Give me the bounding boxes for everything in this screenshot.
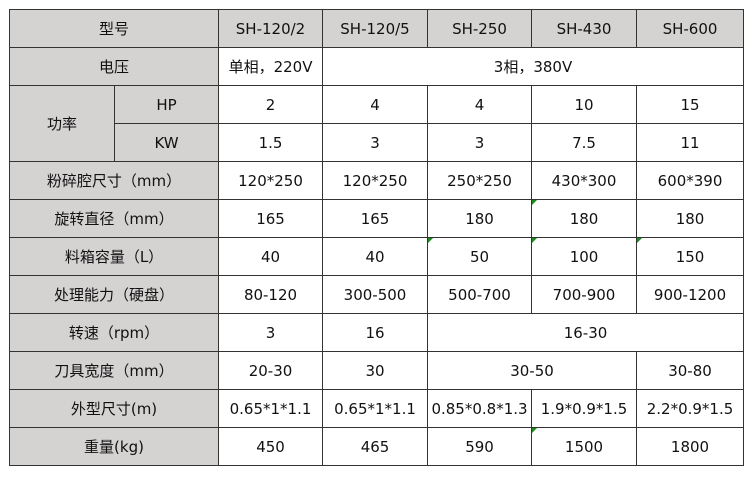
model-cell: SH-120/5: [322, 9, 429, 48]
header-row: 型号 SH-120/2 SH-120/5 SH-250 SH-430 SH-60…: [8, 9, 745, 48]
chamber-cell: 250*250: [427, 161, 533, 200]
kw-cell: 7.5: [531, 123, 638, 162]
capacity-cell: 80-120: [218, 275, 324, 314]
speed-cell: 3: [218, 313, 324, 352]
dimensions-cell: 2.2*0.9*1.5: [636, 389, 745, 428]
weight-cell: 1500: [531, 427, 638, 466]
weight-row: 重量(kg) 450 465 590 1500 1800: [8, 427, 745, 466]
kw-cell: 3: [322, 123, 429, 162]
rotation-cell: 165: [322, 199, 429, 238]
kw-cell: 11: [636, 123, 745, 162]
capacity-label: 处理能力（硬盘）: [8, 275, 220, 314]
dimensions-row: 外型尺寸(m) 0.65*1*1.1 0.65*1*1.1 0.85*0.8*1…: [8, 389, 745, 428]
voltage-row: 电压 单相，220V 3相，380V: [8, 47, 745, 86]
voltage-cell: 单相，220V: [218, 47, 324, 86]
rotation-label: 旋转直径（mm）: [8, 199, 220, 238]
cell-marker: [532, 428, 538, 433]
hp-cell: 15: [636, 85, 745, 124]
speed-cell: 16-30: [427, 313, 745, 352]
rotation-cell: 180: [427, 199, 533, 238]
voltage-label: 电压: [8, 47, 220, 86]
spec-table: 型号 SH-120/2 SH-120/5 SH-250 SH-430 SH-60…: [8, 9, 745, 466]
hopper-cell: 40: [322, 237, 429, 276]
hopper-row: 料箱容量（L） 40 40 50 100 150: [8, 237, 745, 276]
model-cell: SH-430: [531, 9, 638, 48]
hp-cell: 4: [322, 85, 429, 124]
hopper-cell: 100: [531, 237, 638, 276]
chamber-row: 粉碎腔尺寸（mm） 120*250 120*250 250*250 430*30…: [8, 161, 745, 200]
hp-cell: 2: [218, 85, 324, 124]
weight-label: 重量(kg): [8, 427, 220, 466]
cell-marker: [532, 200, 538, 205]
hopper-cell: 40: [218, 237, 324, 276]
blade-cell: 30-50: [427, 351, 638, 390]
blade-label: 刀具宽度（mm）: [8, 351, 220, 390]
rotation-cell: 180: [531, 199, 638, 238]
hopper-value: 100: [569, 247, 599, 266]
hopper-value: 50: [469, 247, 490, 266]
power-label: 功率: [9, 85, 115, 162]
model-cell: SH-600: [636, 9, 745, 48]
capacity-row: 处理能力（硬盘） 80-120 300-500 500-700 700-900 …: [8, 275, 745, 314]
dimensions-cell: 0.85*0.8*1.3: [427, 389, 533, 428]
model-cell: SH-250: [427, 9, 533, 48]
blade-cell: 20-30: [218, 351, 324, 390]
weight-cell: 590: [427, 427, 533, 466]
cell-marker: [428, 238, 434, 243]
dimensions-cell: 0.65*1*1.1: [218, 389, 324, 428]
capacity-cell: 300-500: [322, 275, 429, 314]
dimensions-cell: 0.65*1*1.1: [322, 389, 429, 428]
speed-cell: 16: [322, 313, 429, 352]
hp-cell: 10: [531, 85, 638, 124]
kw-cell: 3: [427, 123, 533, 162]
blade-cell: 30: [322, 351, 429, 390]
hopper-cell: 150: [636, 237, 745, 276]
kw-row: KW 1.5 3 3 7.5 11: [10, 123, 745, 162]
hopper-label: 料箱容量（L）: [8, 237, 220, 276]
blade-row: 刀具宽度（mm） 20-30 30 30-50 30-80: [8, 351, 745, 390]
hopper-cell: 50: [427, 237, 533, 276]
hp-cell: 4: [427, 85, 533, 124]
hp-row: 功率 HP 2 4 4 10 15: [9, 85, 745, 162]
hp-label: HP: [113, 85, 220, 124]
chamber-cell: 120*250: [218, 161, 324, 200]
voltage-cell: 3相，380V: [322, 47, 745, 86]
capacity-cell: 900-1200: [636, 275, 745, 314]
kw-label: KW: [113, 123, 220, 162]
model-cell: SH-120/2: [218, 9, 324, 48]
chamber-cell: 120*250: [322, 161, 429, 200]
weight-cell: 450: [218, 427, 324, 466]
dimensions-cell: 1.9*0.9*1.5: [531, 389, 638, 428]
model-label: 型号: [8, 9, 220, 48]
chamber-label: 粉碎腔尺寸（mm）: [8, 161, 220, 200]
chamber-cell: 430*300: [531, 161, 638, 200]
speed-label: 转速（rpm）: [8, 313, 220, 352]
cell-marker: [637, 238, 643, 243]
kw-cell: 1.5: [218, 123, 324, 162]
chamber-cell: 600*390: [636, 161, 745, 200]
speed-row: 转速（rpm） 3 16 16-30: [8, 313, 745, 352]
weight-cell: 465: [322, 427, 429, 466]
cell-marker: [532, 238, 538, 243]
rotation-value: 180: [569, 209, 599, 228]
rotation-cell: 165: [218, 199, 324, 238]
rotation-row: 旋转直径（mm） 165 165 180 180 180: [8, 199, 745, 238]
capacity-cell: 500-700: [427, 275, 533, 314]
capacity-cell: 700-900: [531, 275, 638, 314]
blade-cell: 30-80: [636, 351, 745, 390]
hopper-value: 150: [675, 247, 705, 266]
rotation-cell: 180: [636, 199, 745, 238]
dimensions-label: 外型尺寸(m): [8, 389, 220, 428]
weight-cell: 1800: [636, 427, 745, 466]
weight-value: 1500: [564, 437, 604, 456]
